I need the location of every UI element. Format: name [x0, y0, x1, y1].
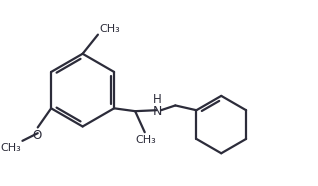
Text: CH₃: CH₃ [135, 135, 156, 145]
Text: N: N [152, 105, 162, 118]
Text: H: H [153, 93, 162, 106]
Text: CH₃: CH₃ [99, 24, 120, 34]
Text: O: O [32, 129, 41, 142]
Text: CH₃: CH₃ [1, 143, 22, 153]
